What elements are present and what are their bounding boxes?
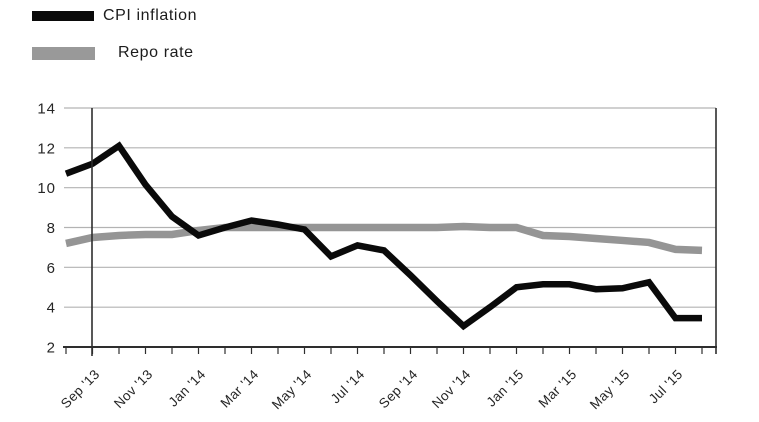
y-tick-labels: 2 4 6 8 10 12 14 bbox=[37, 101, 56, 357]
x-tick-label: Jul '14 bbox=[328, 366, 368, 406]
x-ticks bbox=[65, 348, 703, 354]
y-tick-label: 8 bbox=[47, 220, 56, 237]
x-tick-label: Sep '14 bbox=[376, 366, 421, 411]
legend-label-cpi: CPI inflation bbox=[103, 7, 198, 24]
x-tick-label: May '15 bbox=[587, 367, 633, 413]
y-tick-label: 10 bbox=[37, 180, 56, 197]
x-tick-label: Mar '14 bbox=[217, 366, 261, 410]
y-tick-label: 14 bbox=[37, 101, 56, 118]
y-tick-label: 4 bbox=[47, 300, 56, 317]
x-tick-label: Nov '13 bbox=[111, 367, 156, 412]
x-tick-label: Sep '13 bbox=[58, 367, 103, 412]
x-tick-label: Mar '15 bbox=[535, 367, 579, 411]
x-tick-label: Jan '14 bbox=[166, 366, 209, 409]
repo-line-swatch bbox=[32, 46, 95, 60]
cpi-line-swatch bbox=[32, 11, 94, 21]
x-tick-label: Jan '15 bbox=[484, 367, 527, 410]
x-tick-label: Nov '14 bbox=[429, 366, 474, 411]
legend-item-repo: Repo rate bbox=[32, 42, 194, 64]
cpi-inflation-line bbox=[64, 141, 702, 331]
x-tick-label: May '14 bbox=[269, 366, 315, 412]
x-tick-labels: Sep '13 Nov '13 Jan '14 Mar '14 May '14 Jul '… bbox=[58, 366, 686, 412]
y-tick-label: 12 bbox=[37, 140, 56, 157]
y-tick-label: 2 bbox=[47, 340, 56, 357]
legend-label-repo: Repo rate bbox=[118, 44, 194, 61]
y-tick-label: 6 bbox=[47, 260, 56, 277]
x-tick-label: Jul '15 bbox=[646, 367, 686, 407]
legend-item-cpi: CPI inflation bbox=[32, 5, 197, 27]
repo-rate-line bbox=[65, 222, 703, 255]
